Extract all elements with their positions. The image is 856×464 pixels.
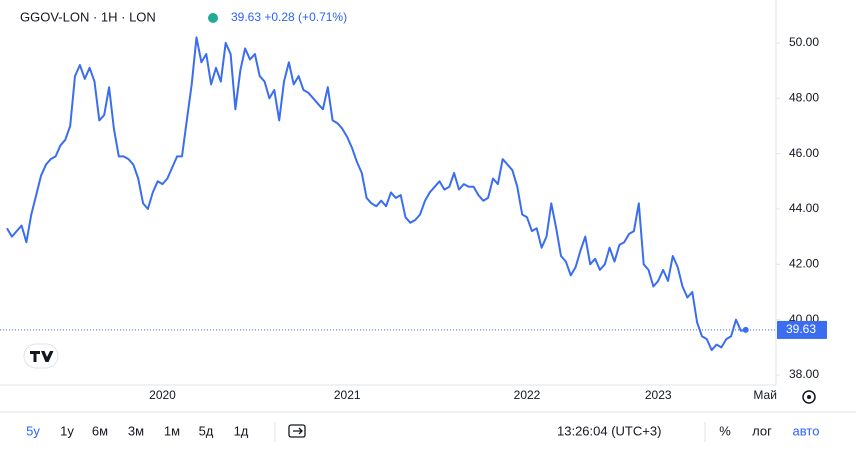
range-button[interactable]: 1м [164,423,180,438]
y-tick-label: 42.00 [789,256,819,270]
range-button[interactable]: 3м [128,423,144,438]
last-price-label: 39.63 [786,322,816,336]
y-tick-label: 46.00 [789,146,819,160]
y-tick-label: 48.00 [789,90,819,104]
x-tick-label: 2022 [514,388,541,402]
last-price-box [777,320,827,339]
settings-icon[interactable] [802,390,816,404]
x-tick-label: Май [753,388,777,402]
range-button[interactable]: 6м [92,423,108,438]
compare-icon[interactable] [288,424,306,438]
auto-button[interactable]: авто [793,423,820,438]
percent-button[interactable]: % [719,423,731,438]
log-button[interactable]: лог [752,423,772,438]
symbol: GGOV-LON · 1H · LON [20,9,156,24]
x-tick-label: 2021 [334,388,361,402]
time-display[interactable]: 13:26:04 (UTC+3) [557,423,661,438]
x-tick-label: 2020 [149,388,176,402]
x-tick-label: 2023 [645,388,672,402]
y-tick-label: 50.00 [789,35,819,49]
range-button[interactable]: 1y [60,423,74,438]
y-tick-label: 38.00 [789,367,819,381]
market-status-dot [208,13,218,23]
quote: 39.63 +0.28 (+0.71%) [231,10,347,24]
y-tick-label: 44.00 [789,201,819,215]
price-line [6,36,746,352]
range-button[interactable]: 5д [199,423,214,438]
range-button[interactable]: 5y [26,423,40,438]
last-point [742,326,749,333]
tv-logo [23,343,59,369]
range-button[interactable]: 1д [234,423,249,438]
